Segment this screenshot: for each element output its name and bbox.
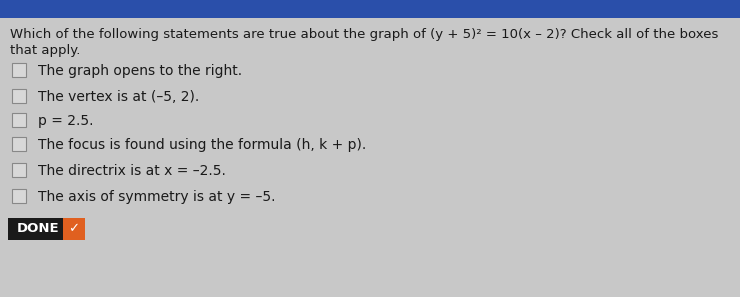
Text: The directrix is at x = –2.5.: The directrix is at x = –2.5. — [38, 164, 226, 178]
Text: The focus is found using the formula (h, k + p).: The focus is found using the formula (h,… — [38, 138, 366, 152]
Bar — [63, 218, 85, 240]
Bar — [12, 89, 26, 103]
Bar — [0, 0, 740, 18]
Text: p = 2.5.: p = 2.5. — [38, 114, 93, 128]
Text: The graph opens to the right.: The graph opens to the right. — [38, 64, 242, 78]
Bar — [8, 218, 63, 240]
Text: The vertex is at (–5, 2).: The vertex is at (–5, 2). — [38, 90, 199, 104]
Bar — [12, 63, 26, 77]
Bar — [12, 113, 26, 127]
Bar — [12, 189, 26, 203]
Text: DONE: DONE — [17, 222, 59, 236]
Bar — [12, 137, 26, 151]
Bar — [12, 163, 26, 177]
Text: The axis of symmetry is at y = –5.: The axis of symmetry is at y = –5. — [38, 190, 275, 204]
Text: that apply.: that apply. — [10, 44, 81, 57]
Text: Which of the following statements are true about the graph of (y + 5)² = 10(x – : Which of the following statements are tr… — [10, 28, 719, 41]
Text: ✓: ✓ — [68, 222, 80, 236]
